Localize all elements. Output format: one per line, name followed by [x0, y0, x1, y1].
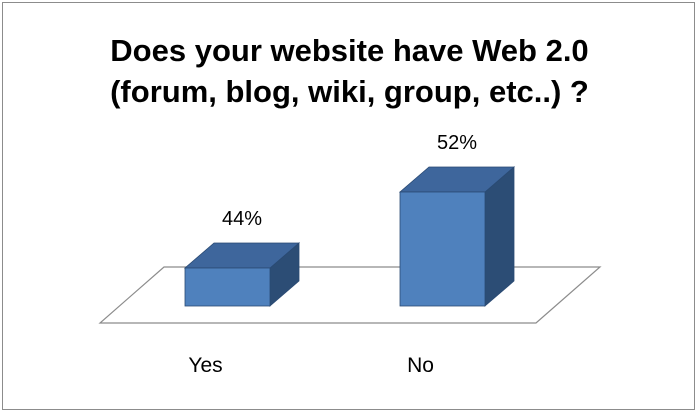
category-label-yes: Yes	[188, 354, 222, 377]
bar-no	[399, 191, 486, 307]
data-label-yes: 44%	[222, 208, 262, 230]
bar-yes	[184, 267, 271, 307]
labels-group: 44% Yes 52% No	[188, 132, 477, 377]
chart-title-line-1: Does your website have Web 2.0	[110, 33, 589, 68]
chart-frame	[2, 2, 695, 410]
bars-group	[183, 166, 516, 307]
data-label-no: 52%	[437, 132, 477, 154]
category-label-no: No	[407, 354, 434, 377]
chart-title-line-2: (forum, blog, wiki, group, etc..) ?	[110, 74, 589, 109]
chart-floor	[98, 266, 602, 324]
chart-title: Does your website have Web 2.0 (forum, b…	[0, 30, 699, 112]
